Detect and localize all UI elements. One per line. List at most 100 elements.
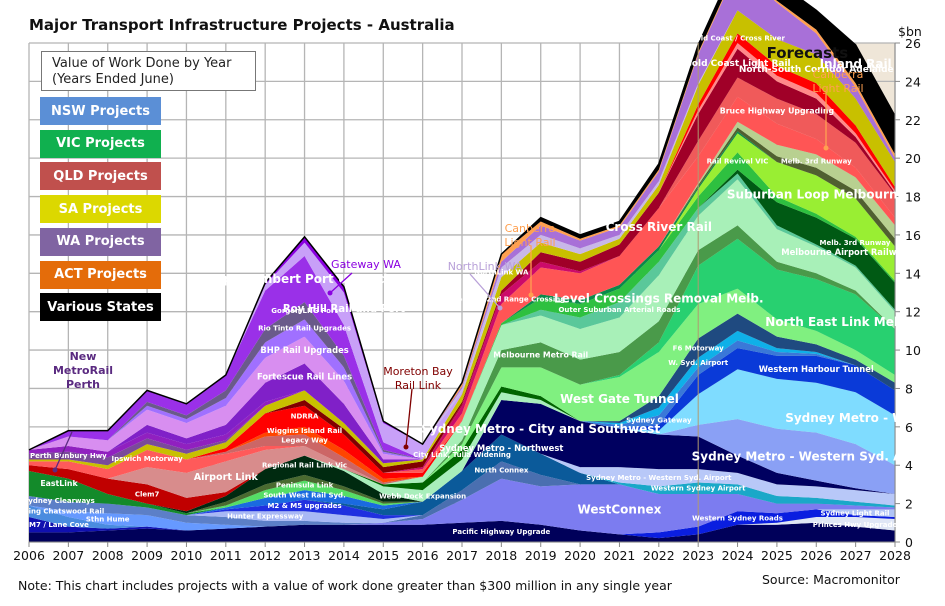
series-label: City Link, Tulla Widening	[413, 451, 511, 459]
series-label: North East Link Melbourne	[765, 315, 945, 329]
y-tick-label: 20	[905, 151, 921, 166]
forecast-label: Forecasts	[767, 44, 849, 62]
series-label: Melbourne Metro Rail	[493, 350, 588, 359]
y-tick-label: 6	[905, 420, 913, 435]
series-label: South West Rail Syd.	[263, 491, 345, 499]
area-sydney-metro-western-syd-airport	[29, 434, 895, 516]
y-tick-label: 24	[905, 74, 921, 89]
y-tick-label: 10	[905, 343, 921, 358]
series-label: Legacy Way	[281, 437, 328, 445]
series-label: Clem7	[135, 490, 160, 498]
series-label: Toowoomba 2nd Range Crossing	[437, 296, 565, 304]
area-bruce-highway-upgrading	[29, 77, 895, 473]
series-label: Pacific Highway Upgrade	[452, 528, 550, 536]
x-tick-label: 2021	[604, 548, 636, 563]
x-tick-label: 2014	[328, 548, 360, 563]
series-label: Princes Hwy Upgrade	[813, 521, 898, 529]
annotation-text: Rail Link	[395, 379, 442, 392]
axes: 2006 2007 2008 2009 2010 2011 2012 2013 2014 2015…	[13, 36, 921, 563]
series-label: Rail Revival VIC	[707, 157, 769, 165]
series-label: Hunter Expressway	[227, 512, 304, 520]
series-label: Sydney Metro - City and Southwest	[421, 422, 660, 436]
x-tick-label: 2027	[840, 548, 872, 563]
subtitle-line-1: Value of Work Done by Year	[52, 56, 232, 71]
series-label: North Connex	[474, 466, 529, 474]
annotation-text: Light Rail	[812, 82, 863, 95]
area-perth-metronet	[29, 0, 895, 450]
series-label: Wiggins Island Rail	[267, 427, 342, 435]
series-label: Airport Link	[194, 472, 259, 483]
series-label: Rio Tinto Rail Upgrades	[258, 324, 351, 332]
area-north-connex	[29, 461, 895, 531]
series-labels: Pacific Highway Upgrade M7 / Lane Cove Pri…	[14, 35, 945, 536]
series-label: Sydney Metro - West	[785, 411, 926, 425]
legend-item-various-states: Various States	[40, 293, 161, 322]
legend-item-vic-projects: VIC Projects	[40, 129, 161, 158]
subtitle-box: Value of Work Done by Year (Years Ended …	[41, 51, 256, 91]
series-label: Webb Dock Expansion	[379, 492, 466, 500]
annotation-text: NorthLink WA	[448, 260, 523, 273]
annotation-text: MetroRail	[53, 364, 113, 377]
area-westconnex	[29, 478, 895, 535]
annotation-arrow	[405, 388, 413, 448]
annotation-arrowhead	[327, 290, 333, 296]
y-tick-label: 18	[905, 190, 921, 205]
series-label: BHP Rail Upgrades	[260, 345, 348, 355]
area-princes-hwy-upgrade	[29, 517, 895, 539]
x-tick-label: 2016	[407, 548, 439, 563]
series-label: Regional Rail Link Vic	[262, 462, 347, 470]
series-label: North-South Corridor Adelaide	[739, 65, 894, 75]
area-sydney-metro-west	[29, 369, 895, 516]
legend-item-act-projects: ACT Projects	[40, 260, 161, 289]
y-tick-label: 12	[905, 305, 921, 320]
x-tick-label: 2015	[367, 548, 399, 563]
series-label: Suburban Loop Melbourne	[727, 188, 906, 202]
series-label: NorthLink WA	[474, 269, 529, 277]
series-label: Roy Hill Rail and Port	[283, 304, 405, 315]
series-label: Bruce Highway Upgrading	[720, 107, 834, 116]
series-label: Fortescue Rail Lines	[257, 372, 352, 382]
series-label: M7 / Lane Cove	[29, 521, 89, 529]
x-tick-label: 2010	[171, 548, 203, 563]
area-north-east-link-melbourne	[29, 238, 895, 512]
x-tick-label: 2013	[289, 548, 321, 563]
series-label: West Gate Tunnel	[560, 392, 679, 406]
series-label: Perth Bunbury Hwy	[30, 452, 107, 460]
x-tick-label: 2012	[249, 548, 281, 563]
x-tick-label: 2022	[643, 548, 675, 563]
area-cape-lambert-port-upgrades	[29, 10, 895, 460]
area-melb-3rd-runway-area	[29, 121, 895, 512]
y-tick-label: 0	[905, 535, 913, 550]
annotation-arrowhead	[403, 444, 409, 450]
area-melbourne-metro-rail	[29, 225, 895, 512]
area-gold-coast-light-rail	[29, 48, 895, 473]
annotation-text: Canberra	[505, 222, 556, 235]
annotation-text: Canberra	[813, 68, 864, 81]
series-label: Inland Rail	[820, 57, 892, 71]
series-label: Melbourne Airport Railway Link	[781, 247, 930, 257]
area-sthn-hume	[29, 461, 895, 531]
series-label: Melb. 3rd Runway	[781, 157, 852, 165]
y-axis-label: $bn	[898, 24, 922, 39]
legend-item-wa-projects: WA Projects	[40, 227, 161, 256]
annotation-arrowhead	[52, 467, 58, 473]
x-tick-label: 2018	[485, 548, 517, 563]
y-tick-label: 2	[905, 497, 913, 512]
area-cross-river-rail	[29, 96, 895, 473]
x-tick-label: 2019	[525, 548, 557, 563]
series-label: Sydney Metro - Western Syd. Airport	[586, 474, 732, 482]
series-label: EastLink	[40, 479, 78, 488]
annotation-text: Light Rail	[504, 236, 555, 249]
area-north-south-corridor-adelaide	[29, 10, 895, 470]
series-label: Gorgon LNG Port	[271, 307, 338, 315]
legend-item-sa-projects: SA Projects	[40, 195, 161, 224]
series-label: Ipswich Motorway	[112, 455, 184, 463]
area-canberra-light-rail	[29, 0, 895, 450]
series-label: Sydney Light Rail	[821, 510, 890, 518]
area-pacific-highway-upgrade	[29, 520, 895, 542]
x-tick-label: 2008	[92, 548, 124, 563]
total-outline	[28, 0, 896, 451]
series-label: Epping Chatswood Rail	[14, 508, 104, 516]
x-tick-label: 2028	[879, 548, 911, 563]
y-tick-label: 4	[905, 458, 913, 473]
